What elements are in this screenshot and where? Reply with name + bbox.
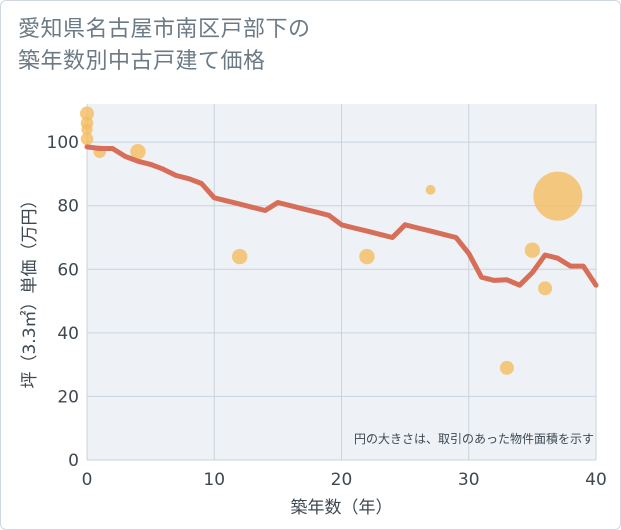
- y-tick-labels: 0 20 40 60 80 100: [47, 133, 79, 471]
- bubble-point: [538, 281, 553, 296]
- bubble-point: [81, 123, 93, 136]
- bubble-point: [80, 106, 94, 121]
- x-tick-label: 30: [458, 470, 480, 490]
- average-price-line: [84, 144, 599, 288]
- bubble-size-note: 円の大きさは、取引のあった物件面積を示す: [354, 431, 594, 446]
- bubble-point: [130, 143, 146, 160]
- bubble-point: [425, 184, 436, 195]
- x-tick-labels: 0 10 20 30 40: [82, 470, 607, 490]
- x-tick-label: 10: [203, 470, 225, 490]
- x-tick-label: 0: [82, 470, 93, 490]
- bubble-series: [80, 106, 583, 375]
- y-tick-label: 0: [68, 451, 79, 471]
- x-tick-label: 20: [331, 470, 353, 490]
- bubble-point: [524, 242, 541, 258]
- chart-title-line-1: 愛知県名古屋市南区戸部下の: [18, 17, 311, 42]
- bubble-point: [80, 132, 94, 146]
- bubble-point: [499, 360, 514, 375]
- y-tick-label: 80: [57, 197, 79, 217]
- chart-title: 愛知県名古屋市南区戸部下の 築年数別中古戸建て価格: [18, 14, 311, 78]
- y-tick-label: 100: [47, 133, 79, 153]
- chart-title-line-2: 築年数別中古戸建て価格: [18, 49, 266, 74]
- bubble-point: [232, 248, 248, 265]
- y-tick-label: 40: [57, 324, 79, 344]
- y-tick-label: 20: [57, 387, 79, 407]
- bubble-point: [359, 248, 375, 265]
- bubble-point: [533, 171, 583, 221]
- y-tick-label: 60: [57, 260, 79, 280]
- x-tick-label: 40: [585, 470, 607, 490]
- grid-lines: [86, 104, 597, 461]
- x-axis-label: 築年数（年）: [291, 498, 393, 518]
- y-axis-label: 坪（3.3㎡）単価（万円）: [20, 191, 40, 388]
